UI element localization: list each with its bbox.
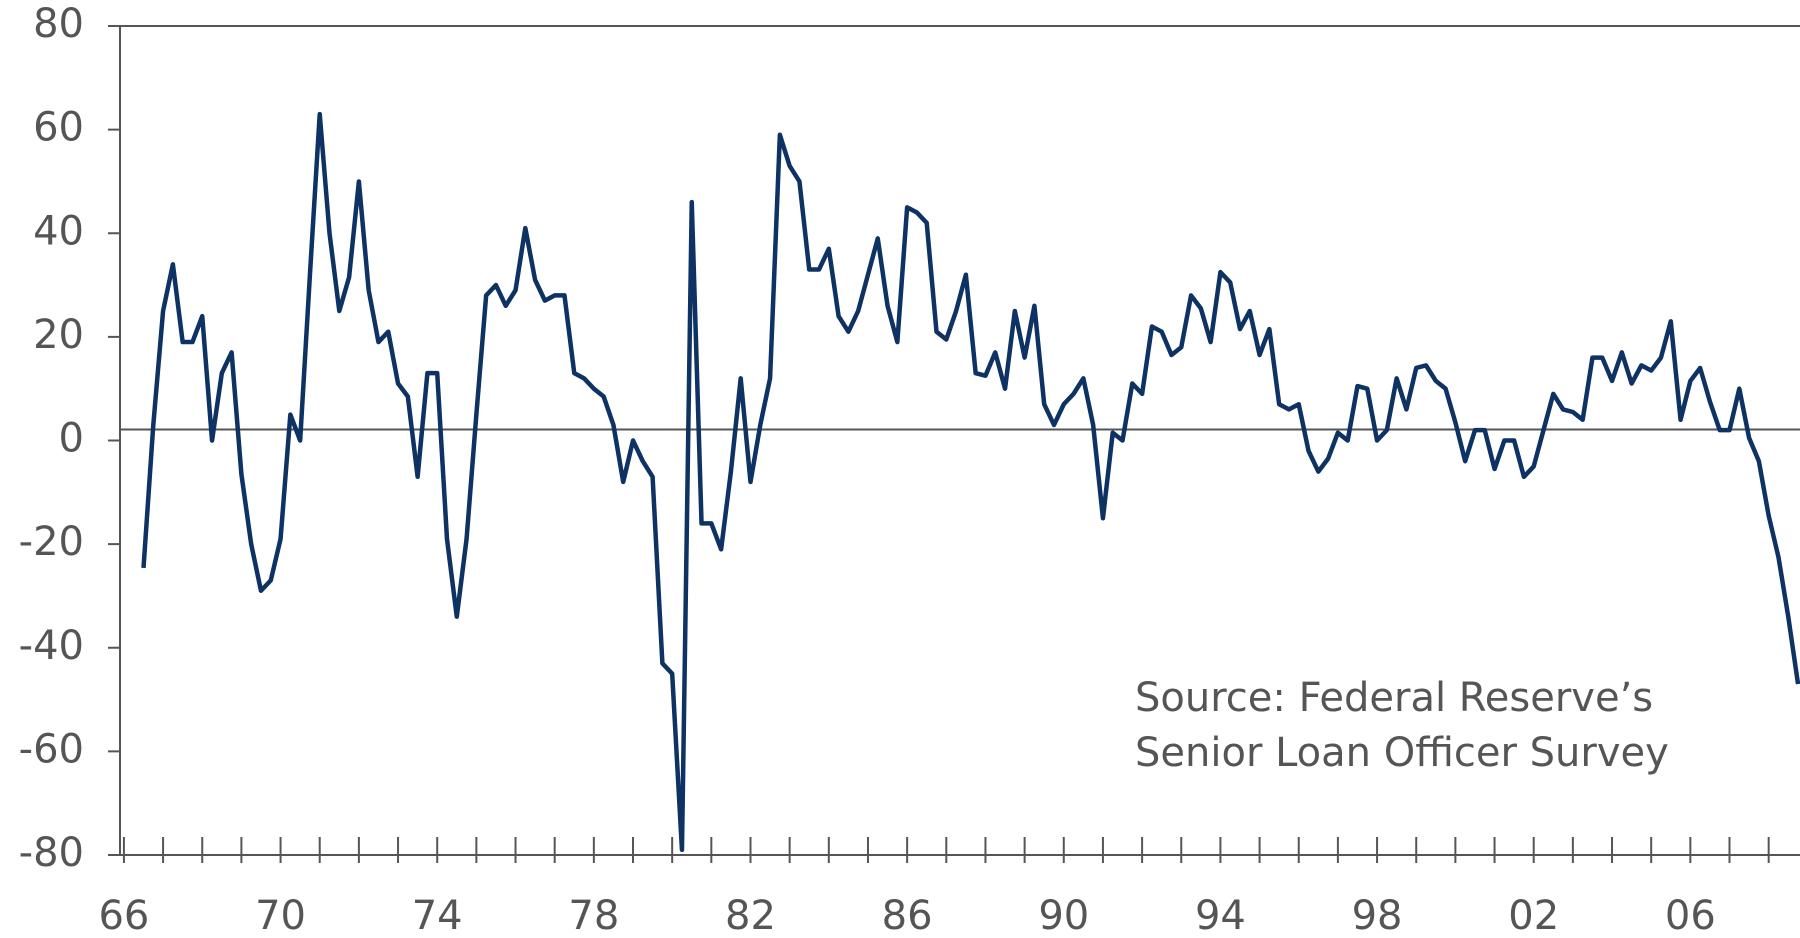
y-tick-label: -40: [19, 623, 84, 669]
y-tick-label: 40: [33, 208, 84, 254]
y-tick-label: 20: [33, 312, 84, 358]
y-tick-label: -60: [19, 726, 84, 772]
data-line: [141, 111, 1800, 853]
y-tick-label: -20: [19, 519, 84, 565]
x-tick-label: 90: [1038, 893, 1089, 938]
x-tick-label: 02: [1508, 893, 1559, 938]
x-tick-label: 78: [568, 893, 619, 938]
x-tick-label: 74: [412, 893, 463, 938]
annotation: Senior Loan Officer Survey: [1135, 730, 1669, 776]
x-tick-label: 98: [1352, 893, 1403, 938]
x-tick-label: 82: [725, 893, 776, 938]
y-tick-label: 60: [33, 105, 84, 151]
x-tick-label: 70: [255, 893, 306, 938]
y-tick-label: -80: [19, 830, 84, 876]
y-tick-label: 80: [33, 1, 84, 47]
y-tick-label: 0: [59, 416, 84, 462]
annotation: Source: Federal Reserve’s: [1135, 675, 1653, 721]
x-tick-label: 66: [98, 893, 149, 938]
x-tick-label: 94: [1195, 893, 1246, 938]
x-tick-label: 06: [1665, 893, 1716, 938]
x-tick-label: 86: [882, 893, 933, 938]
